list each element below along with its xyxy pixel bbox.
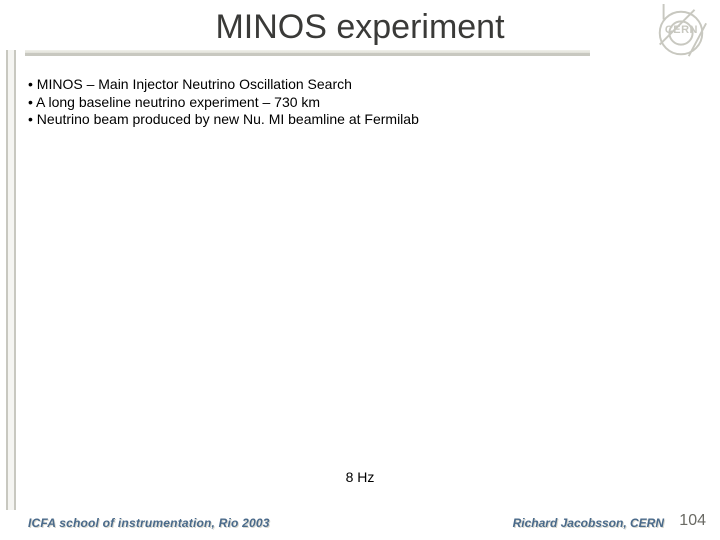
footer-page-number: 104 — [679, 512, 706, 530]
bullet-item: • Neutrino beam produced by new Nu. MI b… — [28, 111, 690, 129]
footer: ICFA school of instrumentation, Rio 2003… — [28, 510, 706, 530]
bullet-item: • MINOS – Main Injector Neutrino Oscilla… — [28, 76, 690, 94]
footer-author: Richard Jacobsson, CERN — [513, 516, 664, 530]
bullet-item: • A long baseline neutrino experiment – … — [28, 94, 690, 112]
slide-title: MINOS experiment — [215, 8, 504, 46]
title-area: MINOS experiment — [0, 8, 720, 47]
left-decorative-bar — [6, 50, 16, 510]
footer-venue: ICFA school of instrumentation, Rio 2003 — [28, 516, 270, 530]
note-text: 8 Hz — [0, 469, 720, 485]
title-underline — [25, 50, 590, 56]
bullet-list: • MINOS – Main Injector Neutrino Oscilla… — [28, 76, 690, 129]
cern-logo-label: CERN — [665, 24, 698, 36]
